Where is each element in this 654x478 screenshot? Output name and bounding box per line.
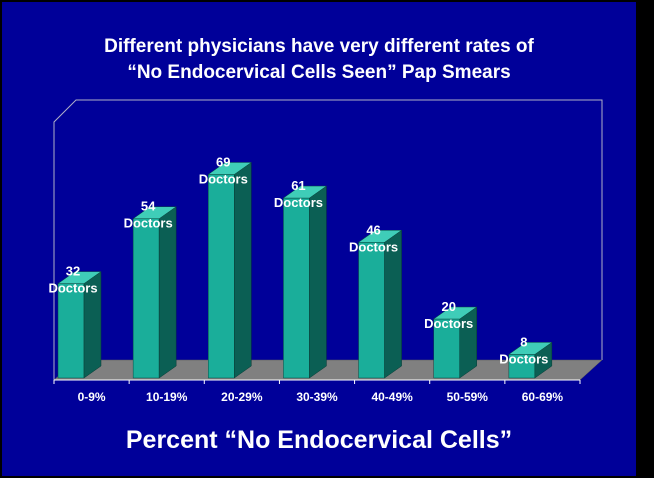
bar-side-face — [234, 161, 252, 379]
bar-value-label: 54 — [141, 199, 156, 214]
x-tick-label: 60-69% — [522, 390, 564, 404]
bar-10-19%: 54 Doctors — [124, 199, 177, 379]
chart-title: Different physicians have very different… — [2, 34, 636, 86]
bar-unit-label: Doctors — [499, 351, 548, 366]
x-tick-label: 0-9% — [78, 390, 106, 404]
slide: Different physicians have very different… — [2, 2, 636, 476]
bar-top-face — [357, 230, 403, 243]
x-axis-ticks: 0-9% 10-19% 20-29% 30-39% 40-49% 50-59% 60-69% — [78, 390, 564, 404]
bar-top-face — [57, 271, 102, 284]
bar-20-29%: 69 Doctors — [199, 154, 253, 379]
bar-top-face — [282, 185, 328, 199]
x-tick-label: 30-39% — [296, 390, 338, 404]
bar-side-face — [309, 185, 327, 379]
bar-side-face — [158, 206, 177, 379]
bar-50-59%: 20 Doctors — [424, 299, 478, 379]
bar-value-label: 32 — [66, 264, 80, 279]
bar-front-face — [358, 242, 385, 379]
x-axis-title: Percent “No Endocervical Cells” — [125, 426, 513, 454]
bar-front-face — [132, 218, 160, 379]
bar-front-face — [433, 318, 460, 379]
bar-40-49%: 46 Doctors — [349, 222, 403, 379]
bar-front-face — [57, 283, 85, 379]
bar-0-9%: 32 Doctors — [48, 264, 102, 379]
chart-bars: 32 Doctors 54 Doctors 69 Doctors 61 Doctors 46 Do… — [48, 154, 553, 379]
chart-title-line-2: “No Endocervical Cells Seen” Pap Smears — [127, 62, 511, 83]
bar-top-face — [207, 162, 253, 175]
bar-front-face — [283, 197, 310, 379]
bar-unit-label: Doctors — [274, 195, 323, 210]
bar-unit-label: Doctors — [124, 216, 173, 231]
bar-top-face — [508, 342, 553, 355]
bar-value-label: 8 — [520, 334, 527, 349]
chart-title-line-1: Different physicians have very different… — [104, 36, 534, 57]
bar-unit-label: Doctors — [199, 171, 248, 186]
bar-top-face — [132, 206, 177, 219]
x-tick-label: 40-49% — [371, 390, 413, 404]
bar-unit-label: Doctors — [48, 281, 97, 296]
x-tick-label: 10-19% — [146, 390, 188, 404]
bar-60-69%: 8 Doctors — [499, 334, 553, 379]
bar-top-face — [432, 306, 478, 320]
chart-back-wall — [53, 99, 603, 380]
bar-value-label: 61 — [291, 178, 305, 193]
bar-unit-label: Doctors — [424, 316, 473, 331]
bar-value-label: 20 — [441, 299, 455, 314]
bar-value-label: 46 — [366, 222, 380, 237]
bar-chart: 32 Doctors 54 Doctors 69 Doctors 61 Doctors 46 Do… — [48, 99, 603, 404]
bar-unit-label: Doctors — [349, 239, 398, 254]
x-tick-label: 20-29% — [221, 390, 263, 404]
bar-30-39%: 61 Doctors — [274, 178, 328, 379]
bar-front-face — [208, 174, 235, 379]
bar-value-label: 69 — [216, 154, 230, 169]
x-tick-label: 50-59% — [447, 390, 489, 404]
